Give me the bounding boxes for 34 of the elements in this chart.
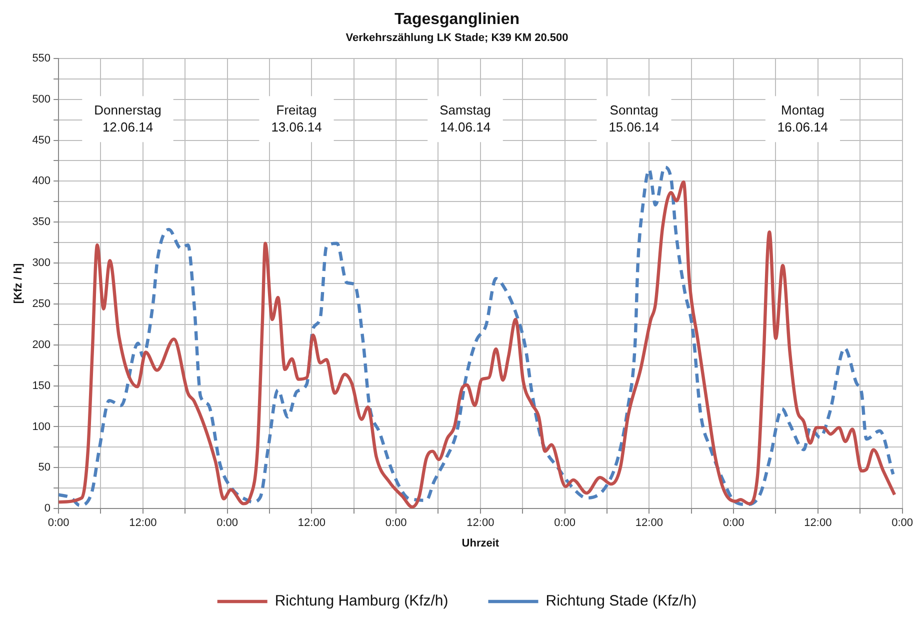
y-tick-label: 550 [32,52,51,64]
y-tick-label: 250 [32,298,51,310]
x-axis-title: Uhrzeit [462,537,500,550]
y-tick-label: 300 [32,257,51,270]
x-tick-label: 0:00 [722,517,744,530]
y-tick-label: 400 [32,175,51,188]
chart-title: Tagesganglinien [394,11,520,28]
y-tick-label: 150 [32,380,51,392]
x-tick-label: 12:00 [298,517,326,530]
x-tick-label: 0:00 [48,517,70,530]
y-axis-title: [Kfz / h] [12,263,25,304]
y-tick-label: 50 [38,462,51,474]
x-tick-label: 0:00 [216,517,238,530]
legend-label: Richtung Stade (Kfz/h) [546,592,697,610]
chart-subtitle: Verkehrszählung LK Stade; K39 KM 20.500 [346,32,568,44]
y-tick-label: 0 [44,502,51,515]
x-tick-label: 12:00 [129,517,157,530]
legend-label: Richtung Hamburg (Kfz/h) [274,592,448,610]
x-tick-label: 12:00 [804,517,832,530]
y-tick-label: 200 [32,338,51,351]
annotation: Samstag 14.06.14 [440,102,491,134]
y-tick-label: 450 [32,134,51,146]
x-tick-label: 12:00 [635,517,663,530]
y-tick-label: 500 [32,93,51,106]
annotation: Sonntag 15.06.14 [608,102,660,134]
annotation: Donnerstag 12.06.14 [94,102,162,134]
x-tick-label: 12:00 [466,517,494,530]
annotation: Montag 16.06.14 [777,102,828,134]
y-tick-label: 350 [32,216,51,228]
x-tick-label: 0:00 [554,517,576,530]
y-tick-label: 100 [32,420,51,433]
x-tick-label: 0:00 [385,517,407,530]
annotation: Freitag 13.06.14 [271,102,322,134]
x-tick-label: 0:00 [892,517,914,530]
